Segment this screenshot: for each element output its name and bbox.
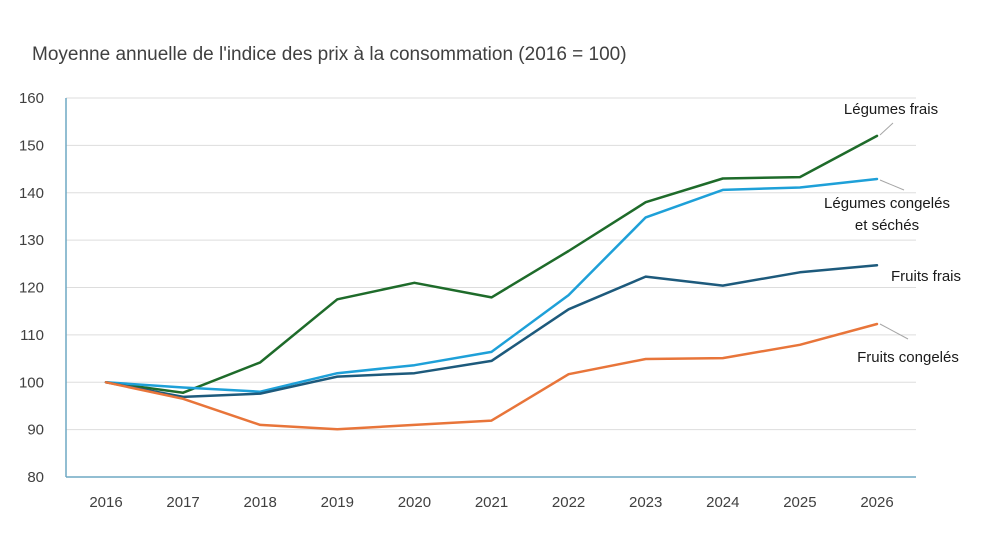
series-label-3: Fruits congelés	[857, 349, 959, 366]
y-tick-label: 90	[27, 422, 44, 439]
x-tick-label: 2026	[860, 494, 893, 511]
series-line-3	[104, 322, 879, 431]
series-label-0: Légumes frais	[844, 101, 938, 118]
x-tick-label: 2018	[244, 494, 277, 511]
series-line-1	[104, 177, 879, 393]
y-tick-label: 130	[19, 232, 44, 249]
y-tick-labels: 80 90 100 110 120 130 140 150 160	[19, 90, 44, 486]
axes	[65, 98, 916, 478]
series-label-1: Légumes congelés	[824, 195, 950, 212]
y-tick-label: 120	[19, 280, 44, 297]
y-tick-label: 80	[27, 469, 44, 486]
x-tick-label: 2024	[706, 494, 739, 511]
chart-title: Moyenne annuelle de l'indice des prix à …	[32, 44, 627, 65]
y-tick-label: 140	[19, 185, 44, 202]
y-tick-label: 100	[19, 374, 44, 391]
series-lines	[104, 134, 879, 431]
series-line-2	[104, 263, 879, 399]
x-tick-label: 2025	[783, 494, 816, 511]
y-tick-label: 160	[19, 90, 44, 107]
x-tick-label: 2020	[398, 494, 431, 511]
series-label-2: Fruits frais	[891, 268, 961, 285]
y-tick-label: 110	[20, 327, 44, 344]
series-line-0	[104, 134, 879, 394]
series-label-1: et séchés	[855, 217, 919, 234]
x-tick-label: 2021	[475, 494, 508, 511]
x-tick-label: 2017	[166, 494, 199, 511]
x-tick-label: 2023	[629, 494, 662, 511]
x-tick-label: 2019	[321, 494, 354, 511]
y-tick-label: 150	[19, 137, 44, 154]
leader-line-0	[879, 122, 894, 136]
leader-line-3	[879, 323, 909, 340]
gridlines	[66, 97, 916, 431]
label-leaders	[879, 122, 909, 340]
leader-line-1	[879, 179, 905, 191]
x-tick-label: 2022	[552, 494, 585, 511]
x-tick-labels: 2016 2017 2018 2019 2020 2021 2022 2023 2024 2025…	[89, 494, 893, 511]
x-tick-label: 2016	[89, 494, 122, 511]
series-labels: Légumes frais Légumes congelés et séchés Fr…	[824, 101, 961, 366]
